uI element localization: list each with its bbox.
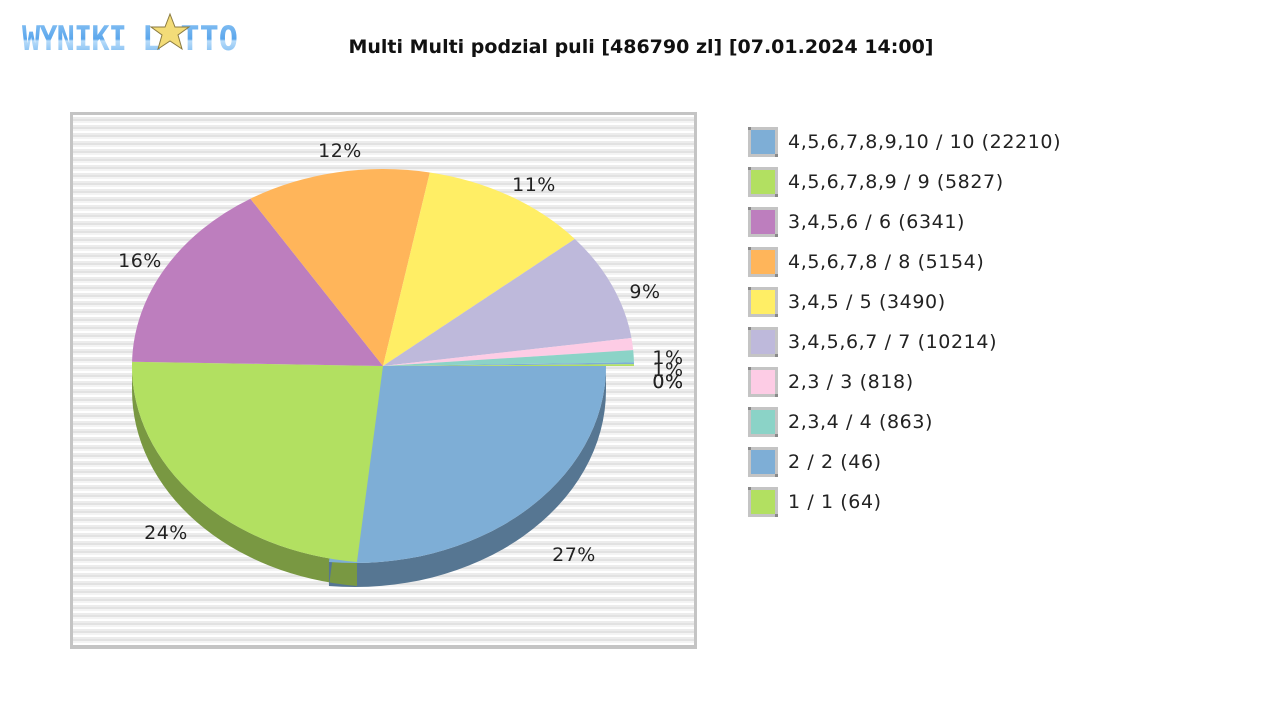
legend-swatch (748, 207, 778, 237)
pie-slice (131, 361, 383, 562)
legend-label: 1 / 1 (64) (788, 491, 882, 513)
pie-slice (383, 337, 634, 366)
pie-percentage-label: 0% (652, 371, 683, 393)
svg-text:WYNIKI: WYNIKI (22, 19, 126, 58)
pie-slice (383, 362, 634, 366)
logo-icon: WYNIKI L TTO (22, 12, 238, 59)
legend-swatch (748, 407, 778, 437)
wyniki-lotto-logo: WYNIKI L TTO (20, 12, 242, 59)
pie-percentage-label: 24% (144, 522, 188, 544)
legend-label: 2,3,4 / 4 (863) (788, 411, 934, 433)
pie-percentage-labels: 27%24%16%12%11%9%1%1%0%0% (118, 140, 683, 566)
pie-slice (132, 198, 383, 366)
pie-slice (328, 366, 606, 564)
legend-item: 2,3,4 / 4 (863) (748, 402, 1061, 442)
legend-item: 4,5,6,7,8,9,10 / 10 (22210) (748, 122, 1061, 162)
pie-percentage-label: 1% (652, 359, 683, 381)
legend-swatch (748, 167, 778, 197)
legend-label: 4,5,6,7,8,9,10 / 10 (22210) (788, 131, 1062, 153)
pie-slice (383, 172, 575, 366)
legend-item: 4,5,6,7,8 / 8 (5154) (748, 242, 1061, 282)
pie-percentage-label: 12% (318, 140, 362, 162)
legend-label: 2,3 / 3 (818) (788, 371, 914, 393)
pie-percentage-label: 11% (512, 174, 556, 196)
legend-swatch (748, 447, 778, 477)
pie-slice (383, 364, 634, 366)
pie-percentage-label: 27% (552, 544, 596, 566)
legend-item: 3,4,5 / 5 (3490) (748, 282, 1061, 322)
legend-item: 3,4,5,6 / 6 (6341) (748, 202, 1061, 242)
legend-swatch (748, 287, 778, 317)
legend-swatch (748, 127, 778, 157)
legend-swatch (748, 247, 778, 277)
legend-item: 1 / 1 (64) (748, 482, 1061, 522)
legend-swatch (748, 367, 778, 397)
pie-percentage-label: 0% (652, 371, 683, 393)
legend-item: 2,3 / 3 (818) (748, 362, 1061, 402)
legend-swatch (748, 487, 778, 517)
pie-slice-side (132, 366, 357, 586)
pie-slice (383, 238, 632, 366)
legend-label: 3,4,5,6 / 6 (6341) (788, 211, 966, 233)
legend-label: 3,4,5,6,7 / 7 (10214) (788, 331, 998, 353)
pie-slices (131, 169, 634, 564)
pie-slice (383, 350, 634, 366)
legend-item: 4,5,6,7,8,9 / 9 (5827) (748, 162, 1061, 202)
legend-label: 2 / 2 (46) (788, 451, 882, 473)
legend-item: 3,4,5,6,7 / 7 (10214) (748, 322, 1061, 362)
chart-legend: 4,5,6,7,8,9,10 / 10 (22210) 4,5,6,7,8,9 … (748, 122, 1061, 522)
svg-text:L TTO: L TTO (142, 19, 238, 58)
pie-percentage-label: 16% (118, 250, 162, 272)
legend-swatch (748, 327, 778, 357)
legend-label: 4,5,6,7,8,9 / 9 (5827) (788, 171, 1004, 193)
pie-percentage-label: 1% (652, 347, 683, 369)
chart-title: Multi Multi podzial puli [486790 zl] [07… (348, 36, 934, 58)
legend-label: 3,4,5 / 5 (3490) (788, 291, 946, 313)
pie-slice (250, 169, 430, 366)
legend-item: 2 / 2 (46) (748, 442, 1061, 482)
pie-percentage-label: 9% (629, 281, 660, 303)
legend-label: 4,5,6,7,8 / 8 (5154) (788, 251, 985, 273)
